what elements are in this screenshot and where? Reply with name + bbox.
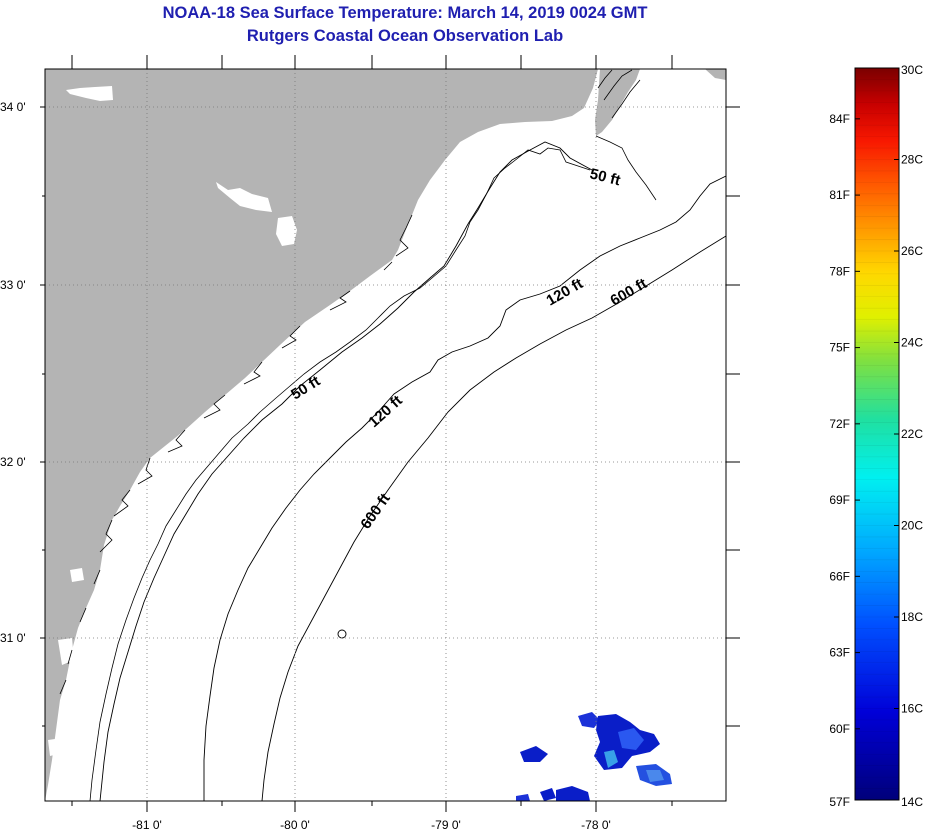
map-frame	[44, 68, 727, 802]
contour-marsh	[89, 147, 591, 801]
lon-label: -78 0'	[581, 818, 611, 832]
colorbar-label-fahrenheit: 72F	[829, 417, 850, 431]
label-50ft-north: 50 ft	[588, 165, 622, 189]
lake	[276, 216, 297, 246]
map-title: NOAA-18 Sea Surface Temperature: March 1…	[162, 4, 648, 22]
colorbar-label-fahrenheit: 78F	[829, 264, 850, 278]
colorbar-label-celsius: 18C	[901, 610, 923, 624]
map-subtitle: Rutgers Coastal Ocean Observation Lab	[246, 27, 564, 45]
colorbar-label-celsius: 22C	[901, 427, 923, 441]
lake	[66, 86, 113, 101]
colorbar-label-celsius: 30C	[901, 63, 923, 77]
contour-600ft	[261, 235, 726, 801]
colorbar-label-fahrenheit: 63F	[829, 646, 850, 660]
lat-label: 34 0'	[0, 100, 26, 114]
lat-label: 33 0'	[0, 278, 26, 292]
lake	[70, 568, 84, 582]
land-mainland	[45, 69, 598, 801]
land-cape-fear	[595, 69, 640, 136]
colorbar-bands	[855, 79, 899, 789]
colorbar-label-celsius: 24C	[901, 336, 923, 350]
colorbar-label-celsius: 14C	[901, 795, 923, 809]
colorbar-label-fahrenheit: 84F	[829, 112, 850, 126]
lon-label: -81 0'	[132, 818, 162, 832]
lake	[216, 182, 272, 212]
colorbar-label-fahrenheit: 57F	[829, 795, 850, 809]
colorbar-label-celsius: 28C	[901, 153, 923, 167]
colorbar-label-celsius: 26C	[901, 244, 923, 258]
lon-label: -80 0'	[280, 818, 310, 832]
lake	[48, 738, 66, 756]
colorbar-label-celsius: 20C	[901, 519, 923, 533]
colorbar	[854, 67, 900, 801]
contour-50ft	[99, 141, 593, 801]
lon-label: -79 0'	[431, 818, 461, 832]
lat-label: 31 0'	[0, 631, 26, 645]
axis-ticks	[40, 55, 740, 812]
sst-data-patches	[516, 712, 672, 801]
colorbar-labels: 30C 28C 26C 24C 22C 20C 18C 16C 14C 84F 81F 78F 75F 7…	[829, 63, 923, 809]
colorbar-label-fahrenheit: 69F	[829, 493, 850, 507]
colorbar-label-fahrenheit: 75F	[829, 341, 850, 355]
colorbar-label-fahrenheit: 66F	[829, 569, 850, 583]
colorbar-label-fahrenheit: 81F	[829, 188, 850, 202]
lat-label: 32 0'	[0, 455, 26, 469]
land-northeast	[705, 69, 726, 80]
colorbar-label-fahrenheit: 60F	[829, 722, 850, 736]
coastline	[59, 69, 657, 695]
colorbar-label-celsius: 16C	[901, 702, 923, 716]
contour-120ft	[203, 175, 726, 801]
graticule	[45, 69, 726, 801]
